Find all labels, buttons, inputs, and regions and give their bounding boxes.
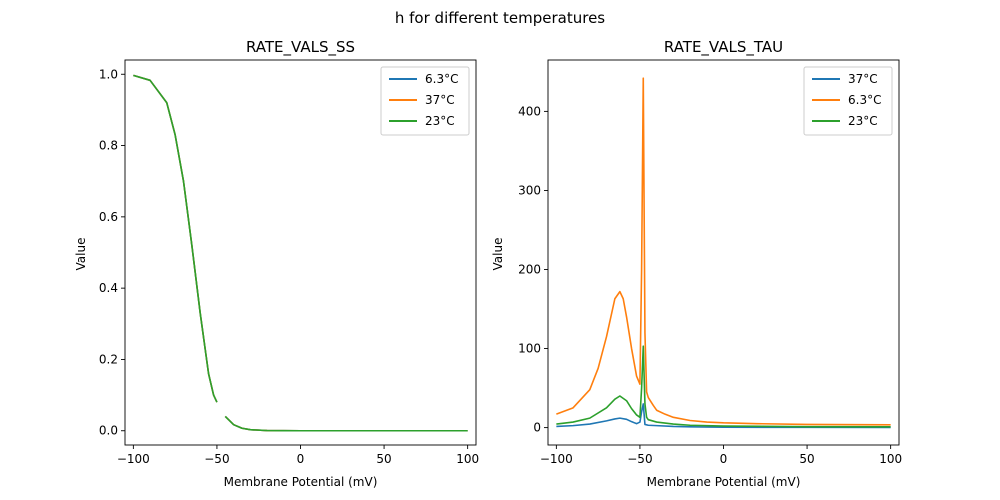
x-tick-label: −50 bbox=[627, 452, 652, 466]
y-tick-label: 0 bbox=[533, 421, 541, 435]
legend-entry-label: 6.3°C bbox=[425, 72, 458, 86]
y-tick-label: 0.4 bbox=[99, 281, 118, 295]
legend-entry-label: 23°C bbox=[425, 114, 455, 128]
x-tick-label: 100 bbox=[879, 452, 902, 466]
y-tick-label: 1.0 bbox=[99, 67, 118, 81]
series-line bbox=[556, 77, 891, 426]
legend-box bbox=[380, 66, 470, 136]
y-tick-label: 300 bbox=[518, 183, 541, 197]
x-axis-label: Membrane Potential (mV) bbox=[647, 475, 801, 489]
x-tick-label: −100 bbox=[540, 452, 573, 466]
chart-title: RATE_VALS_TAU bbox=[664, 38, 783, 57]
y-tick-label: 100 bbox=[518, 342, 541, 356]
y-tick-label: 400 bbox=[518, 104, 541, 118]
legend-entry-label: 37°C bbox=[425, 93, 455, 107]
chart-panel-rate-vals-ss: RATE_VALS_SS Membrane Potential (mV) Val… bbox=[74, 38, 479, 489]
series-line bbox=[133, 74, 468, 432]
legend-box bbox=[803, 66, 893, 136]
series-line bbox=[556, 345, 891, 428]
y-tick-label: 0.0 bbox=[99, 424, 118, 438]
y-tick-label: 0.6 bbox=[99, 210, 118, 224]
chart-title: RATE_VALS_SS bbox=[246, 38, 355, 57]
x-tick-label: 0 bbox=[720, 452, 728, 466]
legend: 37°C 6.3°C 23°C bbox=[803, 66, 893, 136]
x-tick-label: −50 bbox=[204, 452, 229, 466]
y-tick-label: 0.8 bbox=[99, 139, 118, 153]
x-tick-label: 50 bbox=[376, 452, 391, 466]
x-tick-label: 50 bbox=[799, 452, 814, 466]
figure-title: h for different temperatures bbox=[395, 9, 605, 27]
y-axis-label: Value bbox=[491, 238, 505, 271]
y-tick-label: 0.2 bbox=[99, 352, 118, 366]
legend: 6.3°C 37°C 23°C bbox=[380, 66, 470, 136]
legend-entry-label: 37°C bbox=[848, 72, 878, 86]
legend-entry-label: 23°C bbox=[848, 114, 878, 128]
y-axis-label: Value bbox=[74, 238, 88, 271]
series-line bbox=[556, 403, 891, 429]
legend-entry-label: 6.3°C bbox=[848, 93, 881, 107]
x-tick-label: −100 bbox=[117, 452, 150, 466]
chart-panel-rate-vals-tau: RATE_VALS_TAU Membrane Potential (mV) Va… bbox=[491, 38, 902, 489]
x-axis-label: Membrane Potential (mV) bbox=[224, 475, 378, 489]
x-tick-label: 0 bbox=[297, 452, 305, 466]
x-tick-label: 100 bbox=[456, 452, 479, 466]
y-tick-label: 200 bbox=[518, 262, 541, 276]
